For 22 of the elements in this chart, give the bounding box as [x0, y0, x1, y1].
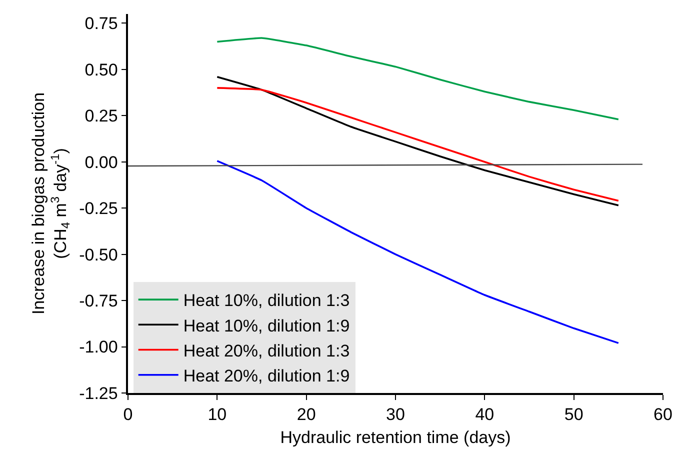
x-tick-label: 20 — [296, 405, 316, 424]
y-tick-label: -1.25 — [79, 384, 118, 403]
y-tick-label: -0.50 — [79, 245, 118, 264]
y-tick-label: 0.75 — [84, 14, 118, 34]
x-axis-title: Hydraulic retention time (days) — [280, 428, 511, 448]
x-tick-label: 60 — [654, 405, 672, 424]
legend-label: Heat 20%, dilution 1:9 — [183, 366, 350, 386]
x-tick-label: 30 — [386, 405, 405, 424]
x-tick-label: 50 — [564, 405, 584, 424]
legend-label: Heat 10%, dilution 1:9 — [183, 316, 350, 336]
legend-label: Heat 10%, dilution 1:3 — [183, 291, 350, 310]
line-series — [216, 37, 620, 120]
y-tick-label: -0.25 — [79, 199, 118, 218]
y-tick-label: 0.25 — [84, 106, 118, 126]
legend-label: Heat 20%, dilution 1:3 — [183, 341, 350, 360]
x-tick-label: 0 — [123, 405, 133, 424]
x-tick-label: 40 — [475, 405, 494, 424]
y-tick-label: -0.75 — [79, 292, 118, 311]
y-tick-label: -1.00 — [79, 338, 118, 357]
y-tick-label: 0.50 — [84, 60, 118, 80]
x-tick-label: 10 — [208, 405, 227, 424]
y-tick-label: 0.00 — [84, 152, 118, 172]
